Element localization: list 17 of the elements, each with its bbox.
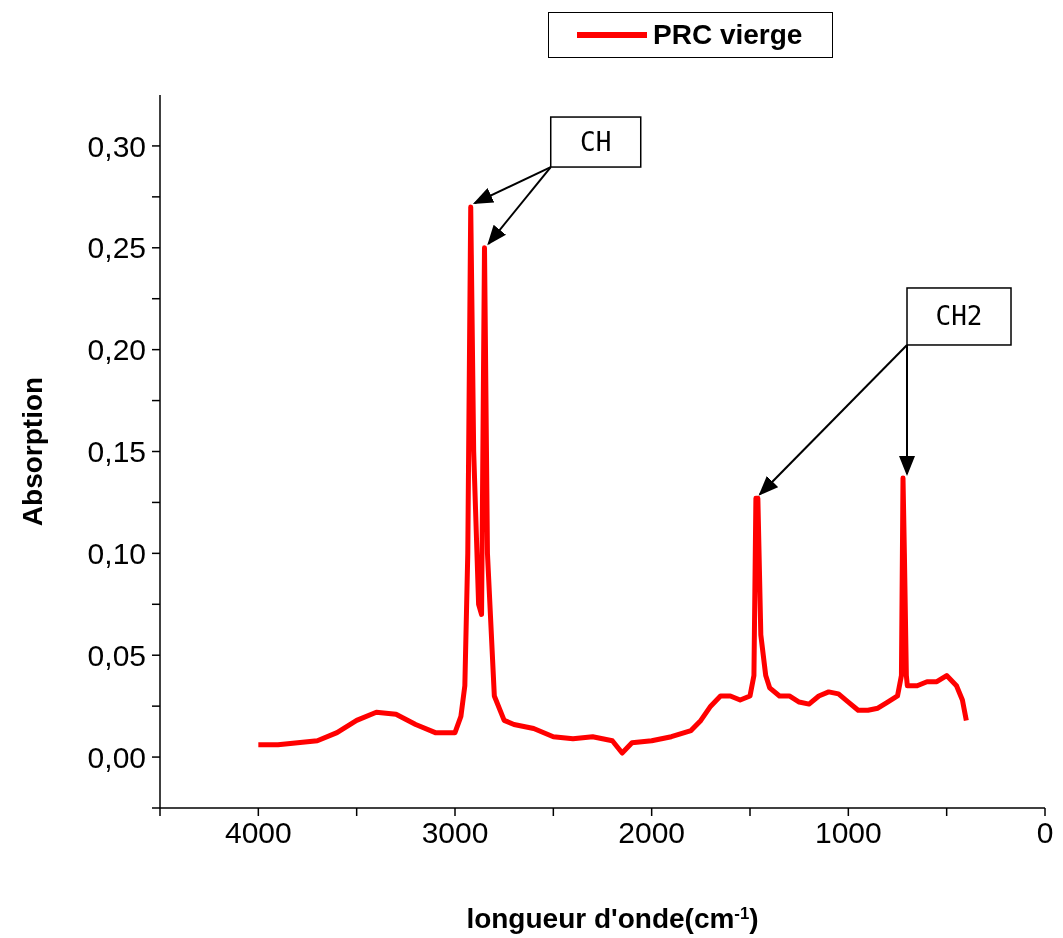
y-tick-label: 0,30 bbox=[87, 129, 146, 163]
y-tick-label: 0,00 bbox=[87, 740, 146, 774]
legend-label: PRC vierge bbox=[653, 19, 803, 51]
x-tick-label: 0 bbox=[1036, 816, 1054, 850]
x-tick-label: 4000 bbox=[224, 816, 292, 850]
y-tick-label: 0,20 bbox=[87, 333, 146, 367]
x-tick-label: 1000 bbox=[814, 816, 882, 850]
x-tick-label: 2000 bbox=[618, 816, 686, 850]
y-axis-title: Absorption bbox=[17, 376, 48, 527]
annotation: CH bbox=[580, 127, 612, 158]
y-tick-label: 0,15 bbox=[87, 435, 146, 469]
y-tick-label: 0,05 bbox=[87, 638, 146, 672]
y-tick-label: 0,25 bbox=[87, 231, 146, 265]
y-tick-label: 0,10 bbox=[87, 537, 146, 571]
annotation: CH2 bbox=[935, 301, 983, 332]
x-axis-title: longueur d'onde(cm$^{-1}$) bbox=[466, 903, 759, 934]
x-tick-label: 3000 bbox=[421, 816, 489, 850]
